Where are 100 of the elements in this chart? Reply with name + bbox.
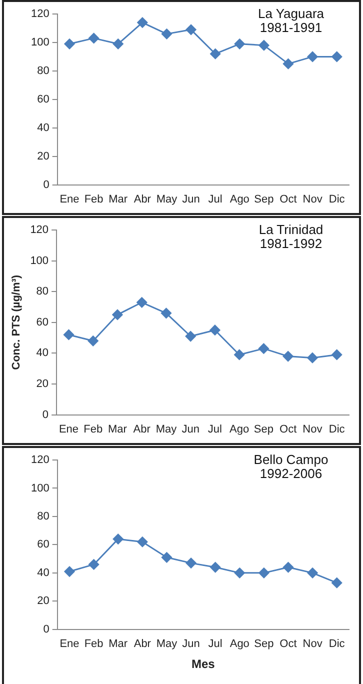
x-tick-label: Nov bbox=[302, 638, 323, 650]
point bbox=[210, 562, 221, 573]
annotation: Bello Campo bbox=[254, 452, 328, 468]
x-tick-label: Mar bbox=[108, 423, 128, 436]
x-tick-label: Mar bbox=[108, 638, 128, 650]
y-tick-label: 80 bbox=[36, 286, 49, 298]
x-tick-label: Sep bbox=[254, 193, 274, 206]
x-tick-label: Ago bbox=[230, 638, 250, 650]
point bbox=[234, 349, 245, 360]
annotation: La Yaguara bbox=[258, 6, 325, 22]
x-tick-label: Jul bbox=[208, 423, 222, 436]
point bbox=[185, 331, 196, 342]
point bbox=[258, 568, 270, 578]
x-tick-label: May bbox=[156, 193, 178, 206]
x-tick-label: Mar bbox=[108, 193, 128, 206]
x-tick-label: Feb bbox=[84, 638, 104, 650]
y-tick-label: 100 bbox=[30, 482, 50, 494]
x-tick-label: Abr bbox=[133, 423, 151, 436]
x-tick-label: Ago bbox=[230, 193, 250, 206]
x-tick-label: Abr bbox=[134, 638, 152, 650]
point bbox=[186, 558, 196, 568]
x-tick-label: Dic bbox=[328, 193, 346, 206]
x-tick-label: Dic bbox=[328, 638, 346, 650]
y-tick-label: 20 bbox=[37, 150, 50, 162]
x-tick-label: May bbox=[156, 423, 178, 436]
point bbox=[332, 578, 342, 588]
annotation: 1981-1992 bbox=[260, 236, 322, 252]
annotation: 1981-1991 bbox=[260, 20, 322, 36]
point bbox=[282, 351, 294, 362]
y-tick-label: 60 bbox=[37, 93, 50, 106]
x-tick-label: Jul bbox=[208, 638, 222, 650]
x-tick-label: Jun bbox=[182, 638, 200, 650]
y-tick-label: 0 bbox=[42, 408, 49, 421]
x-tick-label: Ago bbox=[230, 423, 250, 436]
point bbox=[112, 534, 124, 544]
point bbox=[137, 17, 148, 28]
y-tick-label: 120 bbox=[30, 454, 50, 466]
x-tick-label: Oct bbox=[280, 193, 297, 206]
point bbox=[88, 559, 100, 570]
point bbox=[258, 40, 270, 51]
x-tick-label: Ene bbox=[60, 638, 80, 650]
y-tick-label: 60 bbox=[36, 316, 49, 328]
x-tick-label: Dic bbox=[328, 423, 346, 436]
y-tick-label: 40 bbox=[37, 566, 50, 579]
x-tick-label: Jun bbox=[182, 423, 200, 436]
point bbox=[210, 324, 220, 336]
x-tick-label: Jun bbox=[182, 193, 200, 206]
point bbox=[137, 536, 148, 548]
point bbox=[282, 58, 294, 70]
x-tick-label: Ene bbox=[60, 193, 80, 206]
x-tick-label: Nov bbox=[302, 193, 323, 206]
point bbox=[112, 309, 123, 320]
x-tick-label: Feb bbox=[84, 423, 103, 436]
y-tick-label: 40 bbox=[37, 122, 50, 134]
y-tick-label: 20 bbox=[36, 378, 49, 390]
x-tick-label: Abr bbox=[134, 193, 152, 206]
point bbox=[160, 308, 172, 318]
point bbox=[307, 352, 318, 364]
annotation: 1992-2006 bbox=[260, 466, 322, 482]
point bbox=[64, 38, 75, 50]
point bbox=[112, 38, 124, 50]
point bbox=[332, 349, 342, 360]
point bbox=[307, 51, 318, 62]
point bbox=[186, 24, 196, 35]
point bbox=[307, 568, 318, 578]
point bbox=[282, 562, 294, 573]
y-tick-label: 120 bbox=[30, 224, 49, 236]
x-tick-label: Oct bbox=[280, 638, 297, 650]
x-tick-label: Sep bbox=[254, 423, 274, 436]
point bbox=[64, 566, 75, 577]
point bbox=[161, 28, 172, 40]
point bbox=[210, 48, 221, 60]
point bbox=[234, 568, 245, 578]
point bbox=[332, 51, 342, 62]
point bbox=[88, 336, 98, 346]
annotation: La Trinidad bbox=[258, 222, 324, 238]
y-axis-title: Conc. PTS (µg/m³) bbox=[10, 274, 23, 370]
point bbox=[88, 32, 100, 44]
x-tick-label: Feb bbox=[84, 193, 104, 206]
point bbox=[161, 552, 172, 563]
x-tick-label: Oct bbox=[280, 423, 297, 436]
y-tick-label: 100 bbox=[30, 36, 50, 48]
x-tick-label: Jul bbox=[208, 193, 222, 206]
y-tick-label: 80 bbox=[37, 510, 50, 522]
y-tick-label: 0 bbox=[43, 623, 50, 636]
point bbox=[63, 329, 74, 340]
x-axis-title: Mes bbox=[192, 657, 216, 672]
x-tick-label: Sep bbox=[254, 638, 274, 650]
point bbox=[136, 297, 148, 308]
y-tick-label: 80 bbox=[37, 64, 50, 77]
y-tick-label: 0 bbox=[43, 178, 50, 191]
point bbox=[258, 343, 269, 354]
y-tick-label: 40 bbox=[36, 347, 49, 360]
y-tick-label: 20 bbox=[37, 595, 50, 608]
y-tick-label: 120 bbox=[30, 8, 50, 20]
x-tick-label: Ene bbox=[58, 423, 79, 436]
y-tick-label: 60 bbox=[37, 538, 50, 551]
x-tick-label: May bbox=[156, 638, 178, 650]
point bbox=[234, 38, 245, 50]
x-tick-label: Nov bbox=[302, 423, 323, 436]
